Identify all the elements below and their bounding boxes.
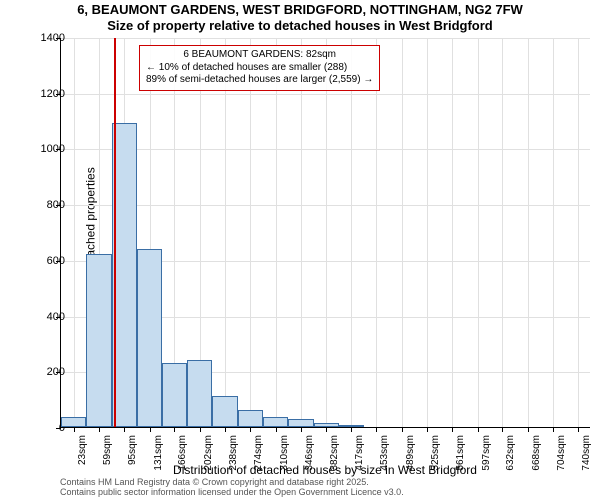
- footer-attribution: Contains HM Land Registry data © Crown c…: [60, 478, 404, 498]
- histogram-bar: [187, 360, 212, 427]
- xtick-mark: [225, 427, 226, 432]
- ytick-label: 200: [25, 366, 65, 378]
- gridline-v: [326, 38, 327, 427]
- chart-title-line1: 6, BEAUMONT GARDENS, WEST BRIDGFORD, NOT…: [0, 0, 600, 18]
- xtick-label: 597sqm: [481, 435, 492, 471]
- xtick-label: 131sqm: [153, 435, 164, 471]
- gridline-v: [502, 38, 503, 427]
- gridline-v: [225, 38, 226, 427]
- gridline-v: [74, 38, 75, 427]
- xtick-mark: [376, 427, 377, 432]
- ytick-label: 1200: [25, 88, 65, 100]
- xtick-label: 489sqm: [405, 435, 416, 471]
- xtick-label: 166sqm: [177, 435, 188, 471]
- ytick-label: 400: [25, 311, 65, 323]
- annotation-line: 6 BEAUMONT GARDENS: 82sqm: [146, 49, 373, 62]
- xtick-mark: [301, 427, 302, 432]
- ytick-label: 800: [25, 199, 65, 211]
- xtick-mark: [478, 427, 479, 432]
- xtick-mark: [427, 427, 428, 432]
- xtick-mark: [452, 427, 453, 432]
- xtick-label: 561sqm: [455, 435, 466, 471]
- histogram-bar: [86, 254, 111, 427]
- xtick-label: 274sqm: [253, 435, 264, 471]
- xtick-mark: [124, 427, 125, 432]
- annotation-line: ← 10% of detached houses are smaller (28…: [146, 62, 373, 75]
- gridline-v: [301, 38, 302, 427]
- ytick-label: 1000: [25, 143, 65, 155]
- gridline-v: [250, 38, 251, 427]
- annotation-line: 89% of semi-detached houses are larger (…: [146, 74, 373, 87]
- xtick-mark: [528, 427, 529, 432]
- plot-area: 6 BEAUMONT GARDENS: 82sqm← 10% of detach…: [60, 38, 590, 428]
- plot-wrap: 6 BEAUMONT GARDENS: 82sqm← 10% of detach…: [60, 38, 590, 428]
- histogram-bar: [263, 417, 288, 427]
- xtick-label: 202sqm: [203, 435, 214, 471]
- histogram-bar: [314, 423, 339, 427]
- xtick-mark: [200, 427, 201, 432]
- gridline-v: [553, 38, 554, 427]
- ytick-label: 0: [25, 422, 65, 434]
- xtick-mark: [326, 427, 327, 432]
- ytick-label: 1400: [25, 32, 65, 44]
- xtick-mark: [99, 427, 100, 432]
- xtick-mark: [250, 427, 251, 432]
- xtick-mark: [502, 427, 503, 432]
- xtick-label: 23sqm: [77, 435, 88, 465]
- gridline-v: [402, 38, 403, 427]
- gridline-v: [376, 38, 377, 427]
- ytick-label: 600: [25, 255, 65, 267]
- xtick-mark: [74, 427, 75, 432]
- gridline-v: [427, 38, 428, 427]
- gridline-v: [578, 38, 579, 427]
- xtick-label: 238sqm: [228, 435, 239, 471]
- xtick-label: 525sqm: [430, 435, 441, 471]
- xtick-label: 740sqm: [581, 435, 592, 471]
- histogram-bar: [339, 425, 364, 427]
- xtick-label: 417sqm: [354, 435, 365, 471]
- histogram-bar: [61, 417, 86, 427]
- xtick-label: 668sqm: [531, 435, 542, 471]
- xtick-label: 632sqm: [505, 435, 516, 471]
- xtick-mark: [402, 427, 403, 432]
- xtick-label: 59sqm: [102, 435, 113, 465]
- footer-line2: Contains public sector information licen…: [60, 488, 404, 498]
- xtick-mark: [553, 427, 554, 432]
- gridline-v: [351, 38, 352, 427]
- histogram-bar: [288, 419, 313, 427]
- gridline-v: [452, 38, 453, 427]
- xtick-label: 310sqm: [279, 435, 290, 471]
- histogram-bar: [137, 249, 162, 427]
- histogram-bar: [212, 396, 237, 427]
- xtick-mark: [276, 427, 277, 432]
- xtick-mark: [174, 427, 175, 432]
- annotation-box: 6 BEAUMONT GARDENS: 82sqm← 10% of detach…: [139, 45, 380, 91]
- xtick-label: 704sqm: [556, 435, 567, 471]
- gridline-v: [276, 38, 277, 427]
- chart-title-line2: Size of property relative to detached ho…: [0, 18, 600, 34]
- gridline-v: [528, 38, 529, 427]
- xtick-mark: [578, 427, 579, 432]
- xtick-mark: [150, 427, 151, 432]
- xtick-label: 382sqm: [329, 435, 340, 471]
- xtick-label: 453sqm: [379, 435, 390, 471]
- xtick-label: 95sqm: [127, 435, 138, 465]
- histogram-bar: [162, 363, 187, 427]
- xtick-mark: [351, 427, 352, 432]
- xtick-label: 346sqm: [304, 435, 315, 471]
- histogram-bar: [238, 410, 263, 427]
- subject-property-line: [114, 38, 116, 427]
- gridline-v: [478, 38, 479, 427]
